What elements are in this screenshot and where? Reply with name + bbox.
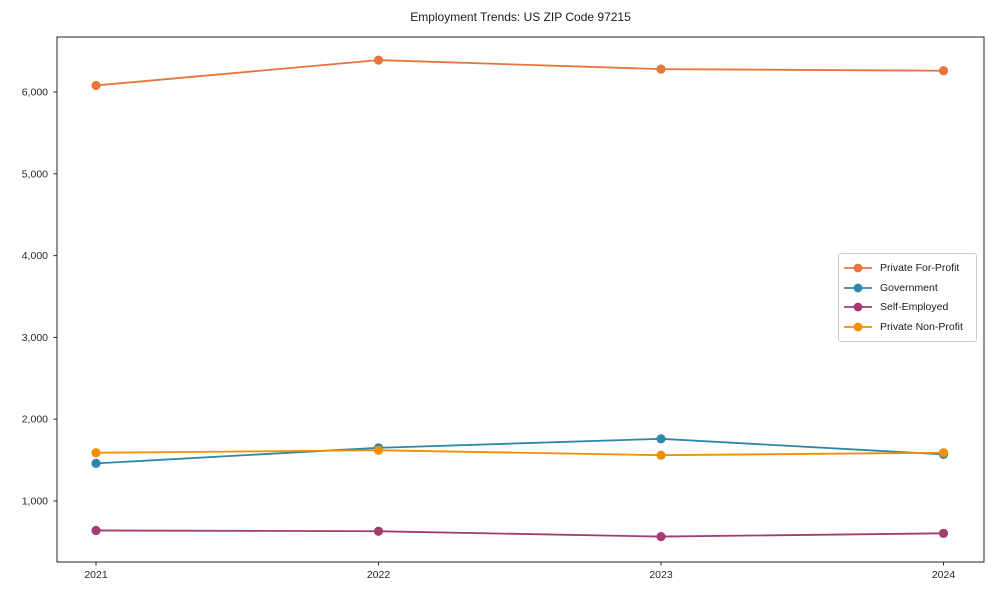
data-point-private-non-profit-2022: [373, 445, 384, 455]
x-tick-label: 2023: [649, 569, 673, 581]
data-point-self-employed-2022: [373, 526, 384, 536]
legend-entry-government: Government: [843, 278, 970, 298]
y-tick-label: 3,000: [22, 332, 48, 344]
data-point-private-non-profit-2021: [91, 448, 101, 458]
series-line-self-employed: [95, 529, 945, 538]
y-tick-label: 1,000: [22, 496, 48, 508]
y-tick-label: 6,000: [22, 87, 48, 99]
y-tick-label: 5,000: [22, 168, 48, 180]
data-point-private-non-profit-2024: [938, 448, 949, 458]
chart-title: Employment Trends: US ZIP Code 97215: [410, 10, 631, 24]
data-point-private-for-profit-2021: [91, 80, 101, 91]
legend-label: Self-Employed: [880, 301, 949, 314]
data-point-government-2021: [91, 458, 101, 468]
legend-entry-self-employed: Self-Employed: [843, 298, 970, 318]
legend-marker-government: [844, 283, 872, 293]
y-tick-label: 4,000: [22, 250, 48, 262]
data-point-self-employed-2024: [938, 528, 949, 538]
legend-marker-private-for-profit: [844, 263, 872, 273]
series-line-government: [95, 437, 945, 465]
legend: Private For-Profit Government Self-Employe…: [838, 253, 977, 342]
legend-label: Private For-Profit: [880, 261, 960, 274]
data-point-self-employed-2021: [91, 525, 101, 536]
y-tick-label: 2,000: [22, 414, 48, 426]
data-point-self-employed-2023: [656, 531, 666, 542]
x-tick-label: 2022: [367, 569, 391, 581]
legend-label: Private Non-Profit: [880, 321, 963, 334]
data-point-private-for-profit-2023: [656, 64, 666, 74]
x-tick-label: 2024: [932, 569, 956, 581]
legend-marker-private-non-profit: [844, 322, 872, 332]
legend-marker-self-employed: [844, 302, 872, 312]
series-line-private-non-profit: [95, 449, 945, 457]
legend-entry-private-non-profit: Private Non-Profit: [843, 317, 970, 337]
data-point-private-for-profit-2024: [938, 66, 949, 76]
data-point-private-for-profit-2022: [373, 55, 384, 65]
legend-entry-private-for-profit: Private For-Profit: [843, 258, 970, 278]
x-tick-label: 2021: [84, 569, 108, 581]
series-line-private-for-profit: [95, 59, 945, 87]
data-point-government-2023: [656, 434, 666, 444]
plot-border: [56, 36, 985, 563]
data-point-private-non-profit-2023: [656, 450, 666, 460]
legend-label: Government: [880, 281, 938, 294]
